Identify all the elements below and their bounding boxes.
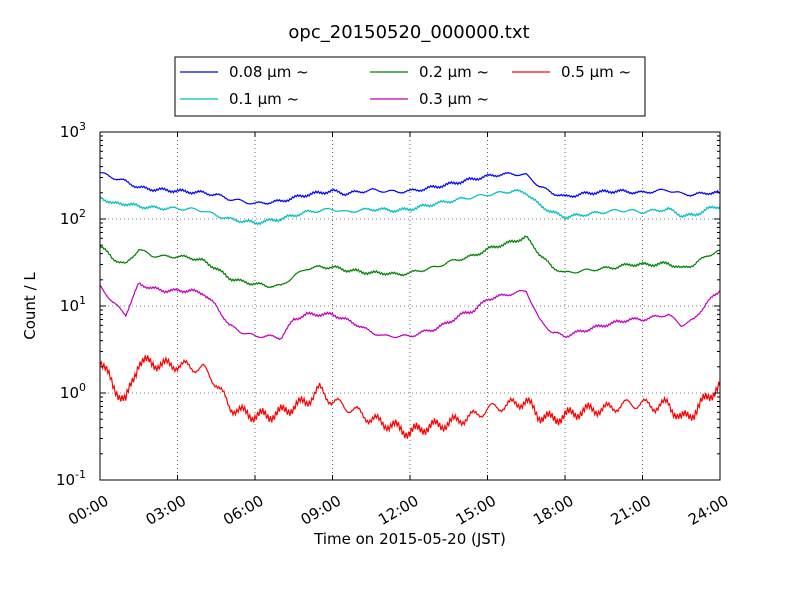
y-tick-label: 103 (60, 120, 86, 141)
series-lines (99, 171, 721, 439)
legend-label: 0.2 μm ~ (419, 63, 489, 81)
y-tick-label: 101 (60, 294, 86, 315)
y-tick-label: 102 (60, 207, 86, 228)
ticks (99, 131, 721, 481)
y-tick-label: 10-1 (56, 468, 86, 489)
legend-label: 0.3 μm ~ (419, 90, 489, 108)
series-line (99, 235, 721, 289)
grid (100, 132, 720, 480)
legend-label: 0.08 μm ~ (229, 63, 309, 81)
series-line (99, 355, 721, 439)
chart-title: opc_20150520_000000.txt (288, 22, 529, 43)
legend: 0.08 μm ~ 0.1 μm ~ 0.2 μm ~ 0.3 μm ~ 0.5 μm … (174, 56, 646, 117)
y-tick-label: 100 (60, 381, 86, 402)
y-axis-label: Count / L (21, 272, 39, 340)
legend-box (174, 56, 646, 117)
series-line (99, 171, 721, 205)
series-line (99, 188, 721, 226)
legend-label: 0.1 μm ~ (229, 90, 299, 108)
x-axis-label: Time on 2015-05-20 (JST) (313, 530, 506, 548)
series-line (99, 282, 721, 341)
y-tick-labels: 10-1 100 101 102 103 (56, 120, 86, 489)
legend-label: 0.5 μm ~ (561, 63, 631, 81)
